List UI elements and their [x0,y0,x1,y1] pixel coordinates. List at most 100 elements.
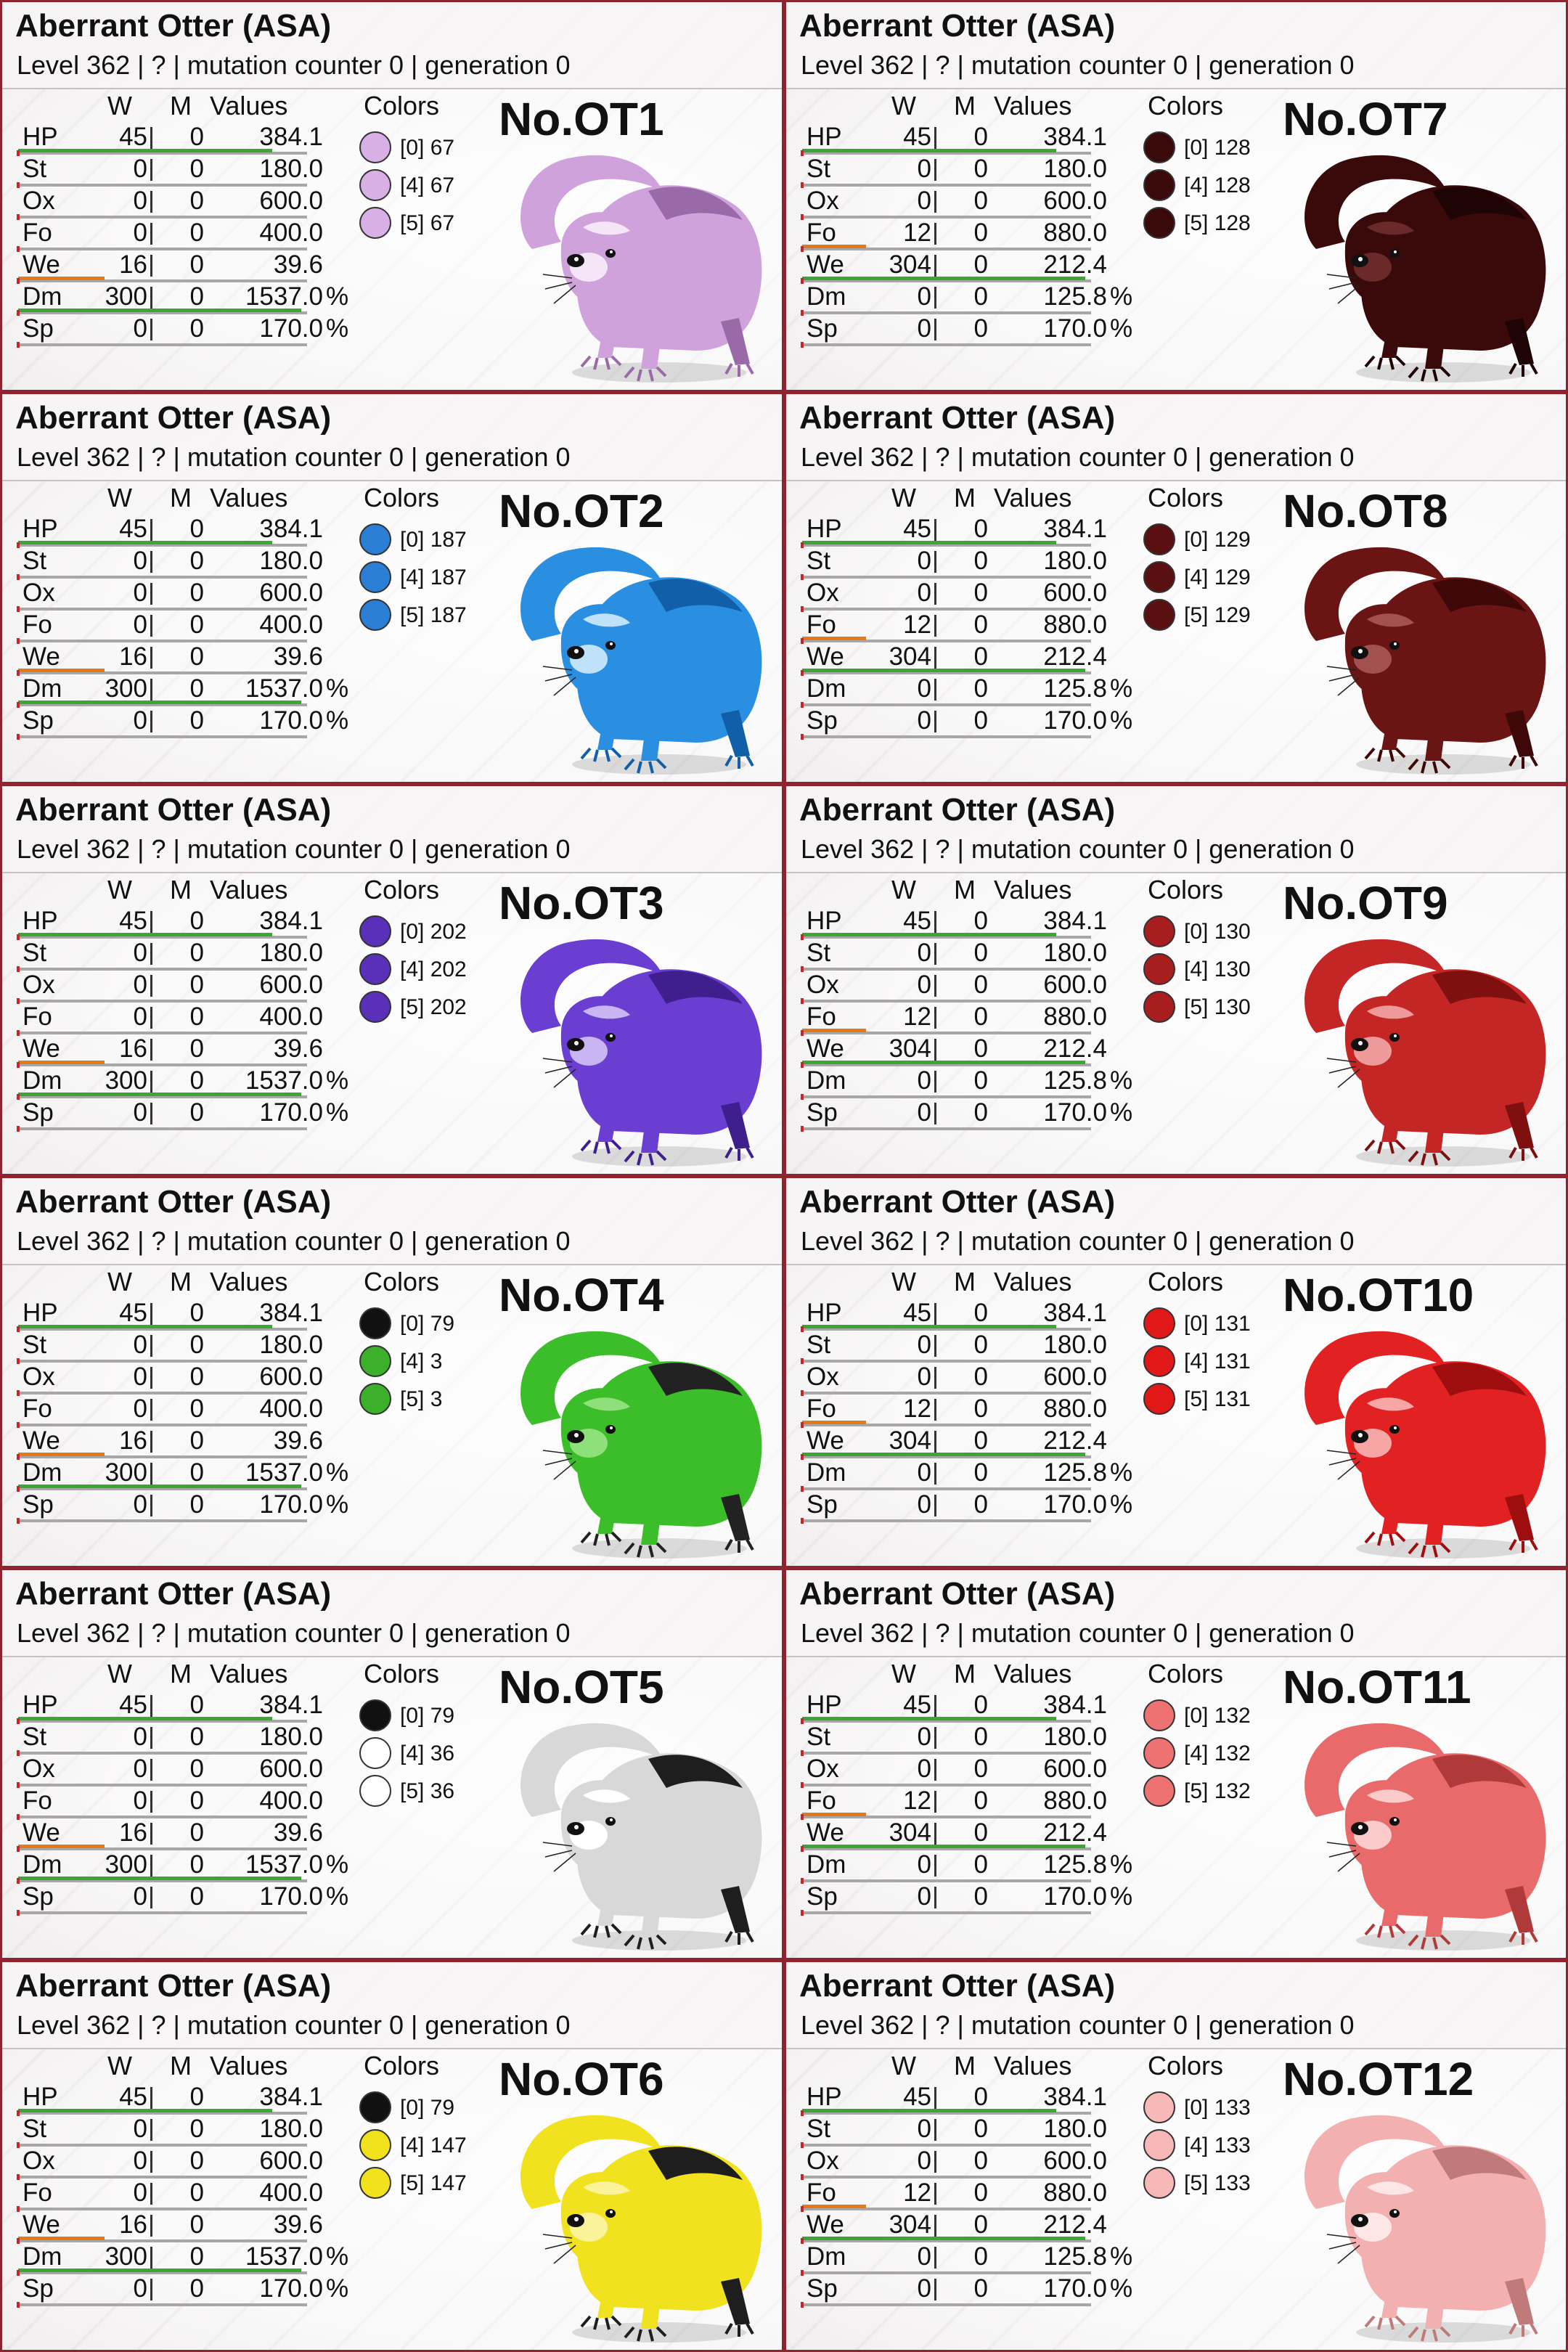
color-swatch-icon [1143,915,1175,947]
stat-separator [150,1887,152,1908]
creature-card[interactable]: Aberrant Otter (ASA) Level 362 | ? | mut… [784,0,1568,392]
header-colors: Colors [1148,875,1224,905]
creature-title: Aberrant Otter (ASA) [15,1968,332,2004]
stat-row-fo: Fo 0 0 400.0 [17,2179,323,2212]
stat-percent: % [1110,1850,1133,1879]
header-mutated-points: M [954,483,976,513]
stat-wild-points: 0 [133,579,147,607]
stat-bar-marker [17,182,20,188]
stat-value: 39.6 [273,1818,323,1847]
card-header: Aberrant Otter (ASA) Level 362 | ? | mut… [786,2,1566,89]
stat-percent: % [1110,706,1133,735]
stat-percent: % [326,1850,349,1879]
stat-abbr: Sp [807,706,838,735]
color-swatch-icon [1143,2129,1175,2161]
stat-bar-marker [17,734,20,740]
stat-abbr: Dm [807,1066,846,1095]
creature-card[interactable]: Aberrant Otter (ASA) Level 362 | ? | mut… [784,784,1568,1176]
creature-card[interactable]: Aberrant Otter (ASA) Level 362 | ? | mut… [0,1568,784,1960]
stat-percent: % [326,1098,349,1127]
stat-value: 400.0 [259,1787,323,1815]
stat-value: 125.8 [1043,1850,1107,1879]
stat-bar-marker [17,246,20,252]
stat-bar-marker [17,2302,20,2308]
stat-bar-track [802,216,1091,219]
stat-wild-points: 0 [133,1723,147,1751]
stat-separator [934,1103,936,1124]
stat-abbr: St [23,1331,47,1359]
stat-bar-track [18,1095,307,1098]
stat-bar-marker [801,1062,804,1068]
stat-wild-points: 0 [917,155,931,183]
stat-abbr: Sp [807,1098,838,1127]
stat-value: 600.0 [259,1755,323,1783]
stat-separator [934,1007,936,1029]
stat-abbr: Fo [807,611,836,639]
stat-bar-track [18,1455,307,1458]
otter-render-icon [520,547,762,775]
stat-bar-fill [802,669,1085,672]
creature-card[interactable]: Aberrant Otter (ASA) Level 362 | ? | mut… [0,1176,784,1568]
creature-card[interactable]: Aberrant Otter (ASA) Level 362 | ? | mut… [0,392,784,784]
creature-title: Aberrant Otter (ASA) [799,1576,1116,1612]
stat-value: 180.0 [1043,1723,1107,1751]
creature-card[interactable]: Aberrant Otter (ASA) Level 362 | ? | mut… [0,784,784,1176]
stat-bar-track [802,2208,1091,2210]
color-swatch-icon [359,1737,391,1769]
stat-abbr: St [807,1331,831,1359]
stat-abbr: We [807,2210,844,2239]
stat-bar-marker [801,734,804,740]
color-swatch-icon [1143,1699,1175,1731]
stat-abbr: Ox [807,1363,839,1391]
stat-value: 212.4 [1043,250,1107,279]
stat-bar-track [802,608,1091,611]
creature-card[interactable]: Aberrant Otter (ASA) Level 362 | ? | mut… [784,392,1568,784]
stat-row-hp: HP 45 0 384.1 [17,2083,323,2116]
color-region-0: [0] 187 [359,523,505,557]
stat-row-we: We 304 0 212.4 [801,642,1107,676]
stat-mutated-points: 0 [189,1363,204,1391]
stat-bar-marker [801,606,804,612]
stat-mutated-points: 0 [973,642,988,671]
stat-bar-marker [801,2174,804,2180]
creature-card[interactable]: Aberrant Otter (ASA) Level 362 | ? | mut… [784,1176,1568,1568]
stat-separator [150,255,152,277]
stat-wild-points: 45 [903,2083,931,2111]
stat-mutated-points: 0 [189,123,204,151]
color-swatch-icon [1143,1737,1175,1769]
stat-percent: % [326,282,349,311]
stat-wild-points: 0 [133,314,147,343]
stat-value: 384.1 [259,907,323,935]
creature-subtitle: Level 362 | ? | mutation counter 0 | gen… [801,834,1355,864]
stat-row-ox: Ox 0 0 600.0 [801,1363,1107,1396]
color-region-1: [4] 132 [1143,1737,1289,1771]
color-region-0: [0] 79 [359,1307,505,1341]
stat-abbr: St [807,939,831,967]
stat-value: 384.1 [1043,123,1107,151]
stat-separator [150,159,152,181]
stat-bar-marker [801,1846,804,1852]
stat-wild-points: 0 [917,1066,931,1095]
stat-bar-track [18,1847,307,1850]
color-region-1: [4] 187 [359,561,505,595]
stat-abbr: Dm [807,2242,846,2271]
stat-bar-marker [801,1126,804,1132]
color-id: [0] 132 [1184,1704,1251,1728]
stat-wild-points: 0 [917,674,931,703]
stat-percent: % [326,706,349,735]
creature-card[interactable]: Aberrant Otter (ASA) Level 362 | ? | mut… [0,0,784,392]
stat-bar-fill [802,637,866,640]
stat-bar-track [802,248,1091,250]
stat-value: 212.4 [1043,1818,1107,1847]
creature-card[interactable]: Aberrant Otter (ASA) Level 362 | ? | mut… [784,1960,1568,2352]
color-region-2: [5] 131 [1143,1383,1289,1416]
stat-wild-points: 12 [903,1395,931,1423]
stat-value: 170.0 [259,706,323,735]
stat-value: 125.8 [1043,674,1107,703]
stat-value: 180.0 [1043,1331,1107,1359]
stat-value: 400.0 [259,1003,323,1031]
creature-card[interactable]: Aberrant Otter (ASA) Level 362 | ? | mut… [0,1960,784,2352]
creature-card[interactable]: Aberrant Otter (ASA) Level 362 | ? | mut… [784,1568,1568,1960]
stat-separator [150,615,152,637]
stat-separator [934,1791,936,1813]
